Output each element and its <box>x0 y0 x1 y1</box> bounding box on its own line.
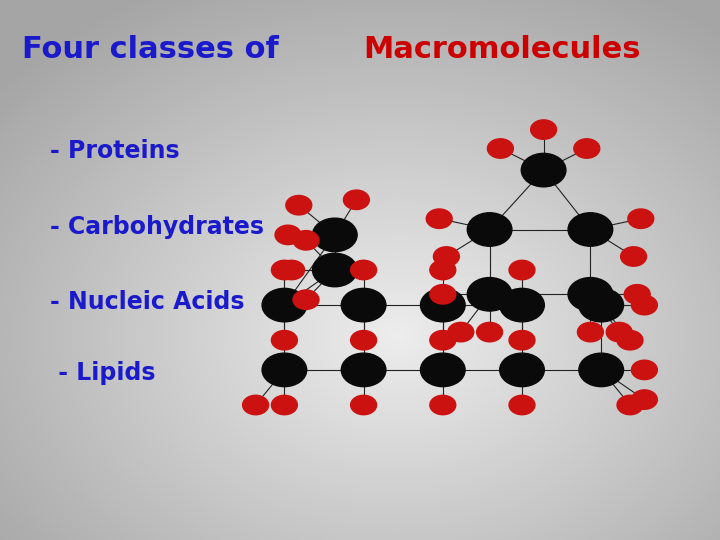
Circle shape <box>341 288 386 322</box>
Circle shape <box>477 322 503 342</box>
Circle shape <box>341 353 386 387</box>
Circle shape <box>621 247 647 266</box>
Circle shape <box>430 260 456 280</box>
Text: Macromolecules: Macromolecules <box>364 35 641 64</box>
Circle shape <box>509 395 535 415</box>
Circle shape <box>420 288 465 322</box>
Circle shape <box>420 353 465 387</box>
Circle shape <box>262 288 307 322</box>
Circle shape <box>509 330 535 350</box>
Circle shape <box>426 209 452 228</box>
Circle shape <box>293 231 319 250</box>
Circle shape <box>275 225 301 245</box>
Circle shape <box>271 395 297 415</box>
Circle shape <box>631 360 657 380</box>
Text: - Nucleic Acids: - Nucleic Acids <box>50 291 245 314</box>
Circle shape <box>279 260 305 280</box>
Circle shape <box>579 288 624 322</box>
Circle shape <box>606 322 632 342</box>
Text: - Proteins: - Proteins <box>50 139 180 163</box>
Text: - Carbohydrates: - Carbohydrates <box>50 215 264 239</box>
Circle shape <box>430 285 456 304</box>
Circle shape <box>467 278 512 311</box>
Circle shape <box>243 395 269 415</box>
Circle shape <box>579 353 624 387</box>
Circle shape <box>521 153 566 187</box>
Text: Four classes of: Four classes of <box>22 35 289 64</box>
Circle shape <box>430 395 456 415</box>
Circle shape <box>568 213 613 246</box>
Circle shape <box>286 195 312 215</box>
Circle shape <box>430 330 456 350</box>
Circle shape <box>312 218 357 252</box>
Circle shape <box>433 247 459 266</box>
Circle shape <box>312 253 357 287</box>
Circle shape <box>351 330 377 350</box>
Circle shape <box>624 285 650 304</box>
Circle shape <box>568 278 613 311</box>
Circle shape <box>351 395 377 415</box>
Circle shape <box>617 395 643 415</box>
Circle shape <box>631 295 657 315</box>
Circle shape <box>351 260 377 280</box>
Circle shape <box>500 353 544 387</box>
Circle shape <box>500 288 544 322</box>
Circle shape <box>617 330 643 350</box>
Circle shape <box>343 190 369 210</box>
Circle shape <box>509 260 535 280</box>
Circle shape <box>467 213 512 246</box>
Circle shape <box>271 330 297 350</box>
Circle shape <box>448 322 474 342</box>
Circle shape <box>631 390 657 409</box>
Circle shape <box>574 139 600 158</box>
Circle shape <box>531 120 557 139</box>
Circle shape <box>577 322 603 342</box>
Text: - Lipids: - Lipids <box>50 361 156 384</box>
Circle shape <box>293 290 319 309</box>
Circle shape <box>628 209 654 228</box>
Circle shape <box>262 353 307 387</box>
Circle shape <box>271 260 297 280</box>
Circle shape <box>487 139 513 158</box>
